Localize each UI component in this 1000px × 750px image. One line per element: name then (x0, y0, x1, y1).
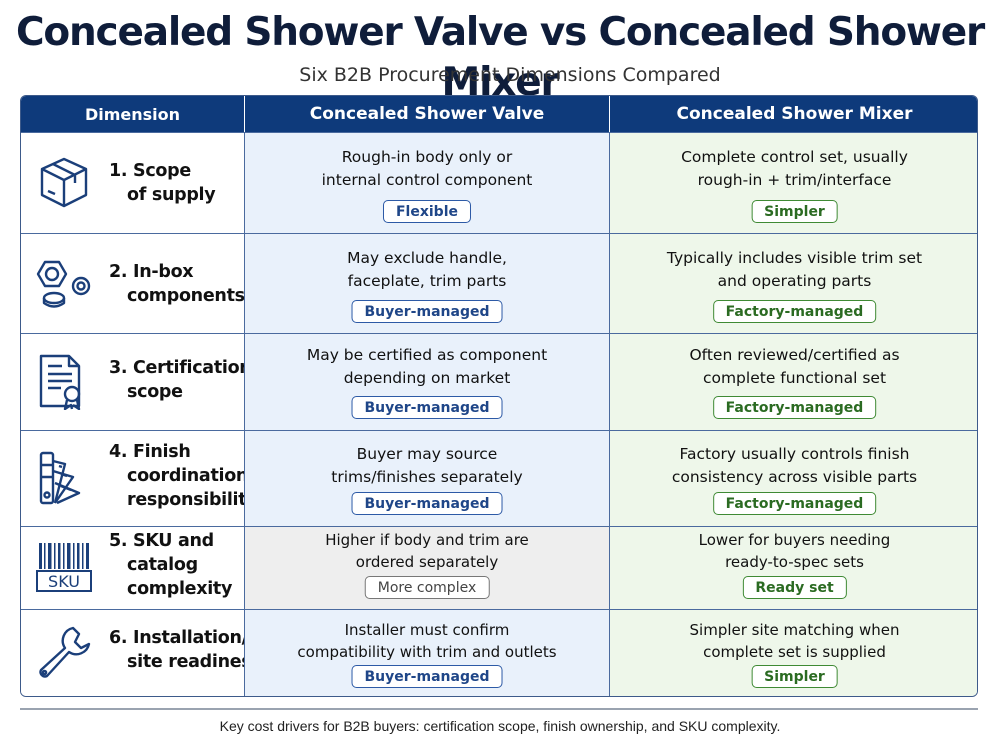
table-header: Dimension Concealed Shower Valve Conceal… (21, 96, 977, 132)
mixer-description: Often reviewed/certified as complete fun… (689, 346, 900, 387)
barcode-sku-icon: SKU (35, 537, 93, 595)
table-row: 6. Installation/ site readiness Installe… (21, 609, 977, 696)
divider (20, 708, 978, 710)
dimension-label: 2. In-box components (109, 262, 245, 306)
header-mixer: Concealed Shower Mixer (609, 96, 977, 132)
valve-description: Rough-in body only or internal control c… (321, 148, 533, 189)
dimension-cell: SKU 5. SKU and catalog complexity (21, 527, 244, 609)
valve-cell: Buyer may source trims/finishes separate… (244, 431, 609, 526)
dimension-cell: 3. Certification scope (21, 334, 252, 430)
table-row: 3. Certification scope May be certified … (21, 333, 977, 430)
mixer-badge: Factory-managed (712, 300, 877, 323)
valve-cell: Higher if body and trim are ordered sepa… (244, 527, 609, 609)
dimension-cell: 4. Finish coordination responsibility (21, 431, 258, 526)
valve-badge: Buyer-managed (351, 665, 503, 688)
mixer-cell: Lower for buyers needing ready-to-spec s… (609, 527, 977, 609)
page-title: Concealed Shower Valve vs Concealed Show… (15, 10, 985, 105)
mixer-cell: Typically includes visible trim set and … (609, 234, 977, 333)
mixer-description: Typically includes visible trim set and … (666, 249, 923, 290)
valve-badge: Buyer-managed (351, 300, 503, 323)
table-row: SKU 5. SKU and catalog complexity Higher… (21, 526, 977, 609)
header-dimension: Dimension (84, 104, 181, 124)
mixer-cell: Often reviewed/certified as complete fun… (609, 334, 977, 430)
mixer-description: Factory usually controls finish consiste… (671, 445, 918, 486)
mixer-description: Lower for buyers needing ready-to-spec s… (698, 531, 891, 571)
mixer-cell: Complete control set, usually rough-in +… (609, 133, 977, 233)
valve-description: Higher if body and trim are ordered sepa… (325, 531, 529, 571)
wrench-icon (35, 624, 93, 682)
dimension-label: 3. Certification scope (109, 358, 252, 402)
valve-cell: May exclude handle, faceplate, trim part… (244, 234, 609, 333)
table-row: 4. Finish coordination responsibility Bu… (21, 430, 977, 526)
dimension-cell: 2. In-box components (21, 234, 245, 333)
valve-description: May exclude handle, faceplate, trim part… (347, 249, 507, 290)
valve-cell: May be certified as component depending … (244, 334, 609, 430)
hex-nut-washer-icon (35, 254, 93, 312)
mixer-description: Complete control set, usually rough-in +… (681, 148, 908, 189)
mixer-cell: Simpler site matching when complete set … (609, 610, 977, 696)
table-row: 2. In-box components May exclude handle,… (21, 233, 977, 333)
dimension-cell: 1. Scope of supply (21, 133, 244, 233)
valve-description: Buyer may source trims/finishes separate… (331, 445, 523, 486)
header-valve: Concealed Shower Valve (244, 96, 609, 132)
valve-cell: Rough-in body only or internal control c… (244, 133, 609, 233)
dimension-label: 5. SKU and catalog complexity (109, 531, 233, 599)
mixer-badge: Factory-managed (712, 492, 877, 515)
svg-text:SKU: SKU (48, 572, 80, 591)
color-swatch-icon (35, 449, 93, 507)
mixer-badge: Ready set (742, 576, 847, 599)
valve-badge: Buyer-managed (351, 396, 503, 419)
valve-badge: Buyer-managed (351, 492, 503, 515)
mixer-description: Simpler site matching when complete set … (689, 621, 900, 661)
table-row: 1. Scope of supply Rough-in body only or… (21, 132, 977, 233)
dimension-label: 6. Installation/ site readiness (109, 628, 262, 672)
valve-description: Installer must confirm compatibility wit… (297, 621, 557, 661)
dimension-label: 4. Finish coordination responsibility (109, 442, 258, 510)
mixer-badge: Simpler (751, 200, 838, 223)
mixer-badge: Simpler (751, 665, 838, 688)
certificate-icon (35, 352, 93, 411)
valve-cell: Installer must confirm compatibility wit… (244, 610, 609, 696)
comparison-table: Dimension Concealed Shower Valve Conceal… (20, 95, 978, 697)
valve-badge: Flexible (382, 200, 472, 223)
valve-badge: More complex (364, 576, 490, 599)
footnote: Key cost drivers for B2B buyers: certifi… (219, 718, 781, 734)
dimension-label: 1. Scope of supply (109, 161, 216, 205)
valve-description: May be certified as component depending … (306, 346, 548, 387)
page-subtitle: Six B2B Procurement Dimensions Compared (299, 64, 721, 86)
dimension-cell: 6. Installation/ site readiness (21, 610, 262, 696)
mixer-cell: Factory usually controls finish consiste… (609, 431, 977, 526)
box-icon (35, 153, 93, 211)
mixer-badge: Factory-managed (712, 396, 877, 419)
